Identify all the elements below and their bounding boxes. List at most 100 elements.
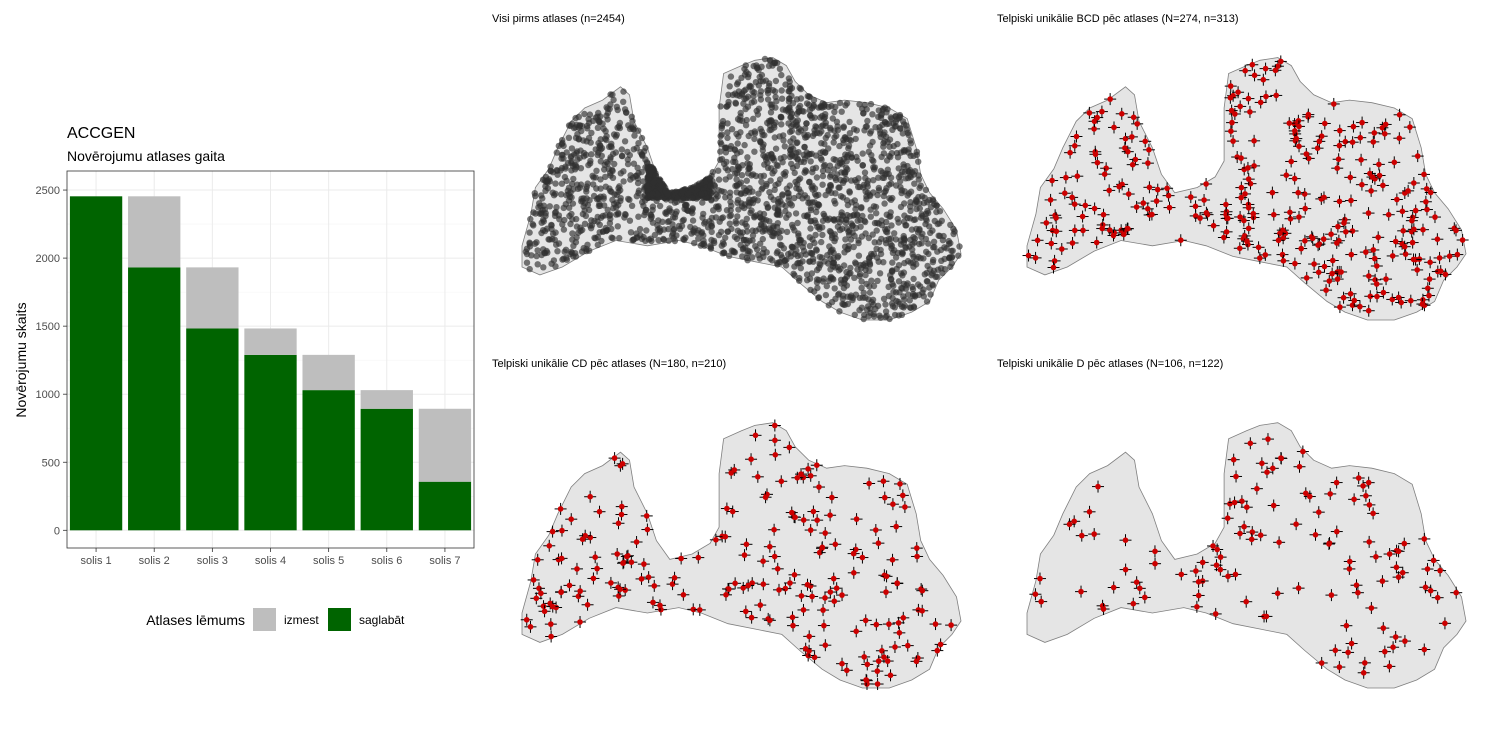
- observation-dot: [804, 93, 811, 100]
- observation-dot: [759, 249, 766, 257]
- observation-dot: [692, 186, 699, 194]
- observation-dot: [708, 236, 715, 244]
- observation-dot: [752, 212, 760, 219]
- cross-center: [614, 551, 620, 557]
- observation-dot: [734, 213, 741, 220]
- observation-dot: [679, 196, 686, 203]
- observation-dot: [591, 217, 598, 225]
- cross-center: [1069, 194, 1075, 201]
- observation-dot: [861, 169, 869, 176]
- observation-dot: [923, 298, 931, 305]
- bar-izmest: [360, 390, 413, 409]
- observation-dot: [544, 249, 551, 256]
- cross-center: [806, 633, 812, 640]
- observation-dot: [929, 196, 937, 203]
- observation-dot: [569, 200, 577, 207]
- observation-dot: [743, 187, 750, 194]
- cross-center: [897, 481, 903, 487]
- observation-dot: [717, 156, 724, 164]
- observation-dot: [890, 288, 897, 296]
- observation-dot: [930, 256, 937, 264]
- observation-dot: [597, 176, 604, 183]
- observation-dot: [767, 255, 774, 262]
- observation-dot: [724, 228, 732, 235]
- observation-dot: [844, 300, 852, 308]
- observation-dot: [733, 189, 740, 196]
- cross-center: [1422, 584, 1429, 591]
- cross-center: [1303, 151, 1310, 157]
- cross-center: [772, 452, 779, 458]
- cross-center: [822, 595, 828, 601]
- observation-dot: [830, 255, 837, 262]
- observation-dot: [630, 124, 637, 131]
- observation-dot: [870, 166, 878, 173]
- observation-dot: [737, 148, 744, 156]
- observation-dot: [806, 199, 813, 206]
- observation-dot: [600, 193, 607, 200]
- observation-dot: [731, 146, 739, 154]
- bar-saglabat: [302, 390, 355, 531]
- cross-center: [1298, 245, 1304, 252]
- observation-dot: [838, 108, 845, 115]
- observation-dot: [530, 209, 537, 216]
- cross-center: [767, 543, 773, 550]
- observation-dot: [885, 292, 893, 300]
- observation-dot: [681, 236, 688, 244]
- cross-center: [932, 621, 939, 627]
- observation-dot: [606, 143, 613, 151]
- observation-dot: [901, 259, 908, 267]
- observation-dot: [886, 143, 893, 150]
- municipality-border: [1421, 423, 1490, 485]
- cross-center: [778, 478, 785, 485]
- cross-center: [1225, 573, 1231, 580]
- observation-dot: [826, 227, 834, 235]
- observation-dot: [922, 235, 930, 243]
- municipality-border: [1130, 426, 1179, 462]
- cross-center: [1351, 297, 1358, 304]
- observation-dot: [758, 178, 765, 185]
- observation-dot: [550, 192, 558, 199]
- observation-dot: [630, 160, 638, 167]
- observation-dot: [774, 205, 782, 212]
- observation-dot: [620, 178, 627, 185]
- observation-dot: [708, 228, 715, 236]
- observation-dot: [951, 228, 958, 235]
- cross-center: [1334, 165, 1340, 171]
- cross-center: [1380, 289, 1387, 296]
- observation-dot: [877, 314, 884, 321]
- bars: [69, 196, 472, 531]
- cross-center: [1071, 201, 1078, 207]
- observation-dot: [926, 284, 933, 291]
- observation-dot: [808, 114, 815, 122]
- cross-center: [1365, 307, 1372, 314]
- x-tick-label: solis 1: [80, 555, 111, 567]
- cross-center: [1270, 502, 1277, 509]
- cross-center: [1402, 251, 1409, 257]
- observation-dot: [813, 208, 820, 216]
- x-tick-label: solis 2: [139, 555, 170, 567]
- observation-dot: [846, 118, 853, 126]
- cross-center: [546, 543, 553, 549]
- observation-dot: [890, 282, 897, 289]
- observation-dot: [603, 136, 610, 144]
- observation-dot: [867, 100, 875, 108]
- cross-center: [1125, 191, 1132, 197]
- cross-center: [611, 455, 618, 461]
- cross-center: [724, 505, 730, 512]
- cross-center: [1237, 245, 1243, 252]
- observation-dot: [715, 167, 722, 174]
- observation-dot: [821, 140, 828, 148]
- cross-center: [1434, 594, 1441, 601]
- observation-dot: [898, 189, 905, 197]
- observation-dot: [738, 74, 745, 82]
- observation-dot: [751, 135, 758, 143]
- observation-dot: [793, 150, 800, 157]
- observation-dot: [869, 138, 876, 146]
- cross-center: [1432, 214, 1438, 220]
- observation-dot: [806, 178, 813, 186]
- observation-dot: [813, 174, 821, 181]
- cross-center: [1380, 182, 1386, 189]
- observation-dot: [670, 234, 677, 242]
- observation-dot: [864, 303, 872, 310]
- observation-dot: [880, 295, 888, 302]
